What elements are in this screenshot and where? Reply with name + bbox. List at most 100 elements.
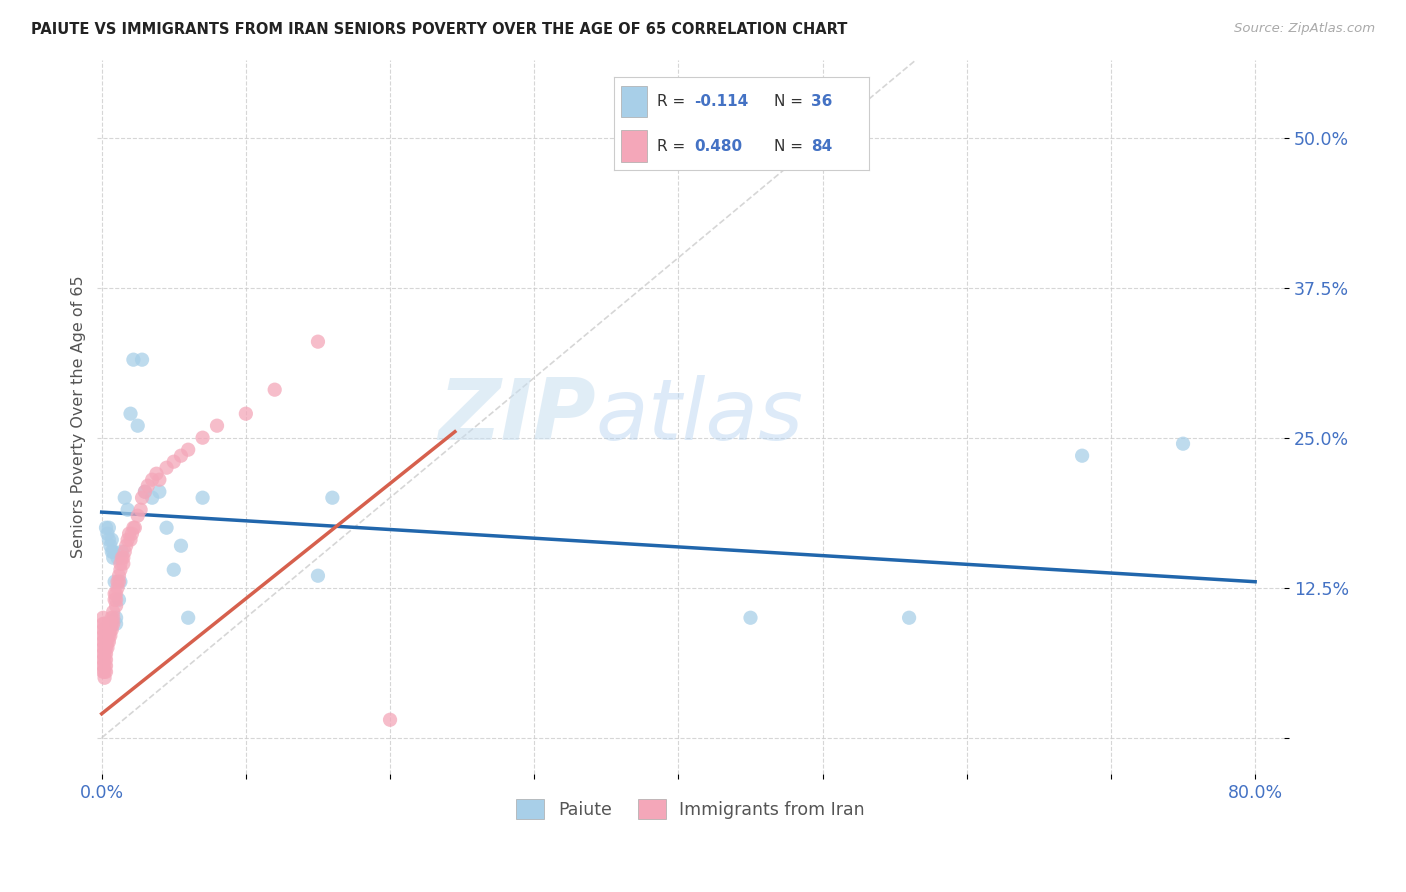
Point (110, 557, 132, 571)
Point (155, 521, 177, 535)
Point (127, 508, 149, 523)
Point (94, 640, 117, 655)
Point (94, 658, 117, 673)
Point (91, 629, 114, 643)
Point (105, 592, 128, 607)
Point (93, 671, 115, 685)
Y-axis label: Seniors Poverty Over the Age of 65: Seniors Poverty Over the Age of 65 (72, 276, 86, 558)
Point (191, 491, 214, 505)
Text: ZIP: ZIP (439, 376, 596, 458)
Point (107, 581, 129, 595)
Legend: Paiute, Immigrants from Iran: Paiute, Immigrants from Iran (509, 792, 872, 826)
Point (117, 502, 139, 516)
Point (91, 634, 114, 648)
Point (91, 623, 114, 637)
Point (94, 629, 117, 643)
Point (91, 665, 114, 679)
Point (307, 568, 329, 582)
Point (127, 418, 149, 433)
Point (111, 550, 134, 565)
Point (112, 557, 135, 571)
Point (148, 473, 170, 487)
Point (177, 611, 200, 625)
Point (91, 611, 114, 625)
Point (91, 653, 114, 667)
Point (103, 605, 125, 619)
Point (94, 665, 117, 679)
Point (103, 550, 125, 565)
Point (93, 640, 115, 655)
Point (170, 539, 193, 553)
Point (104, 592, 127, 607)
Point (148, 484, 170, 499)
Point (141, 473, 163, 487)
Point (105, 616, 128, 631)
Point (134, 484, 156, 499)
Point (155, 460, 177, 475)
Point (205, 418, 228, 433)
Point (145, 467, 167, 481)
Point (93, 634, 115, 648)
Text: Source: ZipAtlas.com: Source: ZipAtlas.com (1234, 22, 1375, 36)
Point (100, 623, 122, 637)
Point (114, 545, 136, 559)
Point (100, 611, 122, 625)
Point (111, 545, 134, 559)
Point (263, 383, 285, 397)
Point (91, 616, 114, 631)
Point (105, 587, 128, 601)
Point (96, 634, 118, 648)
Point (1071, 449, 1094, 463)
Point (121, 526, 143, 541)
Point (104, 574, 127, 589)
Point (114, 491, 136, 505)
Point (98, 616, 121, 631)
Point (112, 550, 135, 565)
Point (122, 352, 145, 367)
Point (118, 526, 141, 541)
Point (117, 533, 139, 547)
Point (103, 545, 125, 559)
Point (122, 521, 145, 535)
Point (163, 563, 186, 577)
Point (94, 521, 117, 535)
Point (107, 574, 129, 589)
Point (98, 629, 121, 643)
Point (740, 611, 762, 625)
Point (170, 449, 193, 463)
Point (97, 634, 120, 648)
Point (97, 521, 120, 535)
Point (1171, 436, 1194, 450)
Point (124, 521, 146, 535)
Point (94, 647, 117, 661)
Point (91, 640, 114, 655)
Point (191, 431, 214, 445)
Point (898, 611, 921, 625)
Point (131, 491, 153, 505)
Point (235, 407, 257, 421)
Point (97, 623, 120, 637)
Point (100, 616, 122, 631)
Point (120, 533, 142, 547)
Point (94, 653, 117, 667)
Point (97, 616, 120, 631)
Point (110, 574, 132, 589)
Point (93, 629, 115, 643)
Point (93, 623, 115, 637)
Point (97, 533, 120, 547)
Point (105, 611, 128, 625)
Text: PAIUTE VS IMMIGRANTS FROM IRAN SENIORS POVERTY OVER THE AGE OF 65 CORRELATION CH: PAIUTE VS IMMIGRANTS FROM IRAN SENIORS P… (31, 22, 848, 37)
Point (93, 665, 115, 679)
Point (91, 658, 114, 673)
Point (100, 533, 122, 547)
Point (110, 563, 132, 577)
Point (97, 629, 120, 643)
Point (98, 539, 121, 553)
Point (103, 616, 125, 631)
Point (96, 526, 118, 541)
Point (103, 611, 125, 625)
Text: atlas: atlas (596, 376, 804, 458)
Point (94, 634, 117, 648)
Point (378, 713, 401, 727)
Point (136, 479, 159, 493)
